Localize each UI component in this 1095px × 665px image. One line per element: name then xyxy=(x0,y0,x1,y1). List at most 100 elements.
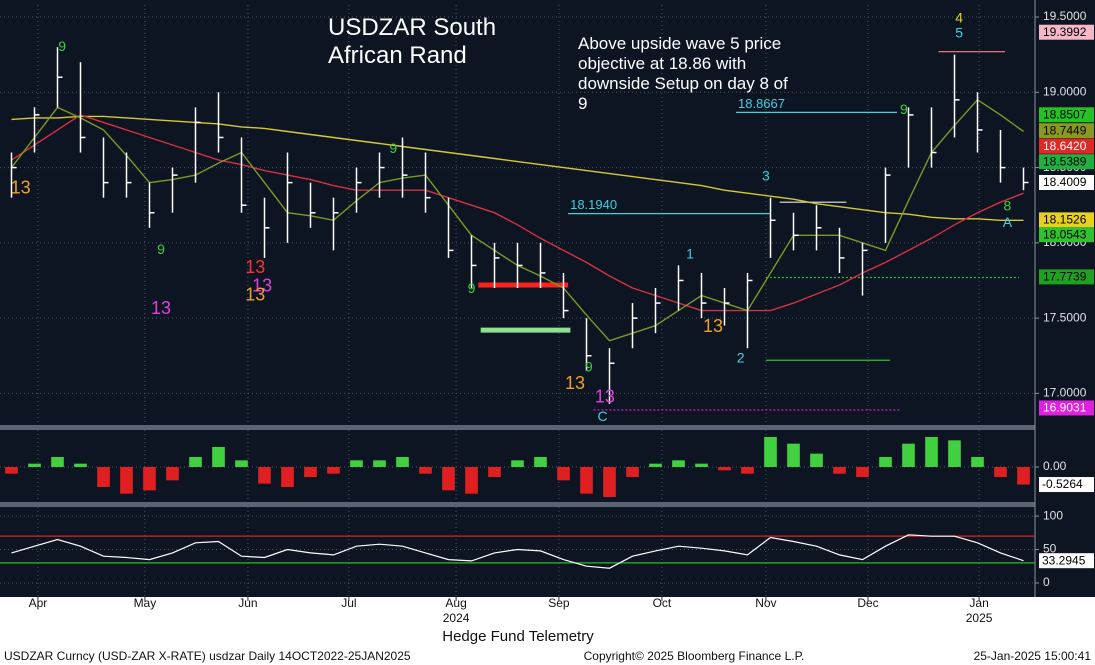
x-tick-label: Apr xyxy=(29,596,48,610)
histogram-bar xyxy=(189,457,202,467)
histogram-bar xyxy=(120,467,133,494)
footer-left: USDZAR Curncy (USD-ZAR X-RATE) usdzar Da… xyxy=(4,649,411,663)
histogram-bar xyxy=(511,460,524,467)
histogram-bar xyxy=(51,457,64,467)
level-label: 18.8667 xyxy=(738,96,785,111)
histogram-bar xyxy=(580,467,593,494)
histogram-bar xyxy=(281,467,294,487)
x-tick-label: May xyxy=(134,596,157,610)
x-tick-label: Nov xyxy=(755,596,776,610)
td-count: 9 xyxy=(389,140,397,156)
histogram-bar xyxy=(603,467,616,497)
histogram-bar xyxy=(971,457,984,467)
histogram-bar xyxy=(304,467,317,477)
histogram-bar xyxy=(28,463,41,467)
x-tick-label: Jul xyxy=(341,596,356,610)
histogram-bar xyxy=(5,467,18,474)
histogram-bar xyxy=(810,453,823,467)
histogram-bar xyxy=(649,463,662,467)
price-label: 18.1526 xyxy=(1043,213,1087,227)
histogram-bar xyxy=(787,443,800,467)
price-label: 18.5389 xyxy=(1043,154,1087,168)
price-label: 17.7739 xyxy=(1043,270,1087,284)
histogram-bar xyxy=(419,467,432,474)
td-count: 13 xyxy=(11,177,31,197)
histogram-bar xyxy=(465,467,478,494)
y-tick-label: 19.0000 xyxy=(1043,84,1087,98)
histogram-bar xyxy=(212,447,225,467)
histogram-bar xyxy=(350,460,363,467)
histogram-bar xyxy=(258,467,271,484)
annotation: Above upside wave 5 price objective at 1… xyxy=(578,34,788,113)
x-tick-label: Jun xyxy=(238,596,257,610)
panel-divider xyxy=(0,425,1035,430)
y-tick-label: 17.0000 xyxy=(1043,386,1087,400)
histogram-bar xyxy=(327,467,340,474)
td-count: 13 xyxy=(151,298,171,318)
panel-divider xyxy=(0,502,1035,507)
td-count: 9 xyxy=(157,241,165,257)
td-count: 13 xyxy=(245,257,265,277)
histogram-bar xyxy=(695,463,708,467)
last-value-label: 33.2945 xyxy=(1042,553,1086,567)
year-label: 2024 xyxy=(443,611,470,625)
x-tick-label: Oct xyxy=(653,596,672,610)
price-label: 18.7449 xyxy=(1043,123,1087,137)
price-label: 18.6420 xyxy=(1043,139,1087,153)
price-label-box xyxy=(1039,174,1094,190)
histogram-bar xyxy=(74,463,87,467)
moving-average xyxy=(11,115,1024,221)
x-tick-label: Dec xyxy=(857,596,878,610)
year-label: 2025 xyxy=(966,611,993,625)
chart-title: USDZAR South African Rand xyxy=(328,14,497,69)
histogram-bar xyxy=(948,440,961,467)
histogram-bar xyxy=(902,443,915,467)
histogram-bar xyxy=(1017,467,1030,485)
price-label: 18.0543 xyxy=(1043,227,1087,241)
td-count: 13 xyxy=(565,373,585,393)
td-count: 9 xyxy=(468,280,476,296)
last-value-box xyxy=(1039,477,1094,493)
histogram-bar xyxy=(925,437,938,467)
footer-right: 25-Jan-2025 15:00:41 xyxy=(974,649,1092,663)
td-count: 13 xyxy=(245,284,265,304)
histogram-bar xyxy=(373,460,386,467)
histogram-bar xyxy=(557,467,570,481)
caption: Hedge Fund Telemetry xyxy=(442,628,594,645)
last-value-box xyxy=(1039,553,1094,569)
x-axis-background xyxy=(0,597,1095,627)
y-tick-label: 50 xyxy=(1043,542,1057,556)
rsi-line xyxy=(11,534,1024,569)
histogram-bar xyxy=(534,457,547,467)
price-label: 18.4009 xyxy=(1043,175,1087,189)
price-label-box xyxy=(1039,24,1094,40)
y-tick-label: 100 xyxy=(1043,508,1063,522)
histogram-bar xyxy=(488,467,501,477)
price-label-box xyxy=(1039,212,1094,228)
td-count: 4 xyxy=(955,9,963,25)
footer-center: Copyright© 2025 Bloomberg Finance L.P. xyxy=(584,649,805,663)
price-label: 19.3992 xyxy=(1043,25,1087,39)
level-label: 18.1940 xyxy=(570,197,617,212)
price-label-box xyxy=(1039,269,1094,285)
price-label-box xyxy=(1039,107,1094,123)
histogram-bar xyxy=(626,467,639,477)
moving-average xyxy=(11,114,1024,312)
last-value-label: -0.5264 xyxy=(1042,477,1083,491)
td-count: 9 xyxy=(900,101,908,117)
td-count: 1 xyxy=(686,246,694,262)
td-count: 8 xyxy=(1004,197,1012,213)
histogram-bar xyxy=(718,467,731,471)
td-count: 9 xyxy=(58,38,66,54)
histogram-bar xyxy=(994,467,1007,477)
y-tick-label: 0 xyxy=(1043,575,1050,589)
histogram-bar xyxy=(235,460,248,467)
x-tick-label: Jan xyxy=(969,596,988,610)
y-tick-label: 17.5000 xyxy=(1043,310,1087,324)
histogram-bar xyxy=(396,457,409,467)
price-label-box xyxy=(1039,400,1094,416)
histogram-bar xyxy=(672,460,685,467)
x-tick-label: Sep xyxy=(548,596,570,610)
